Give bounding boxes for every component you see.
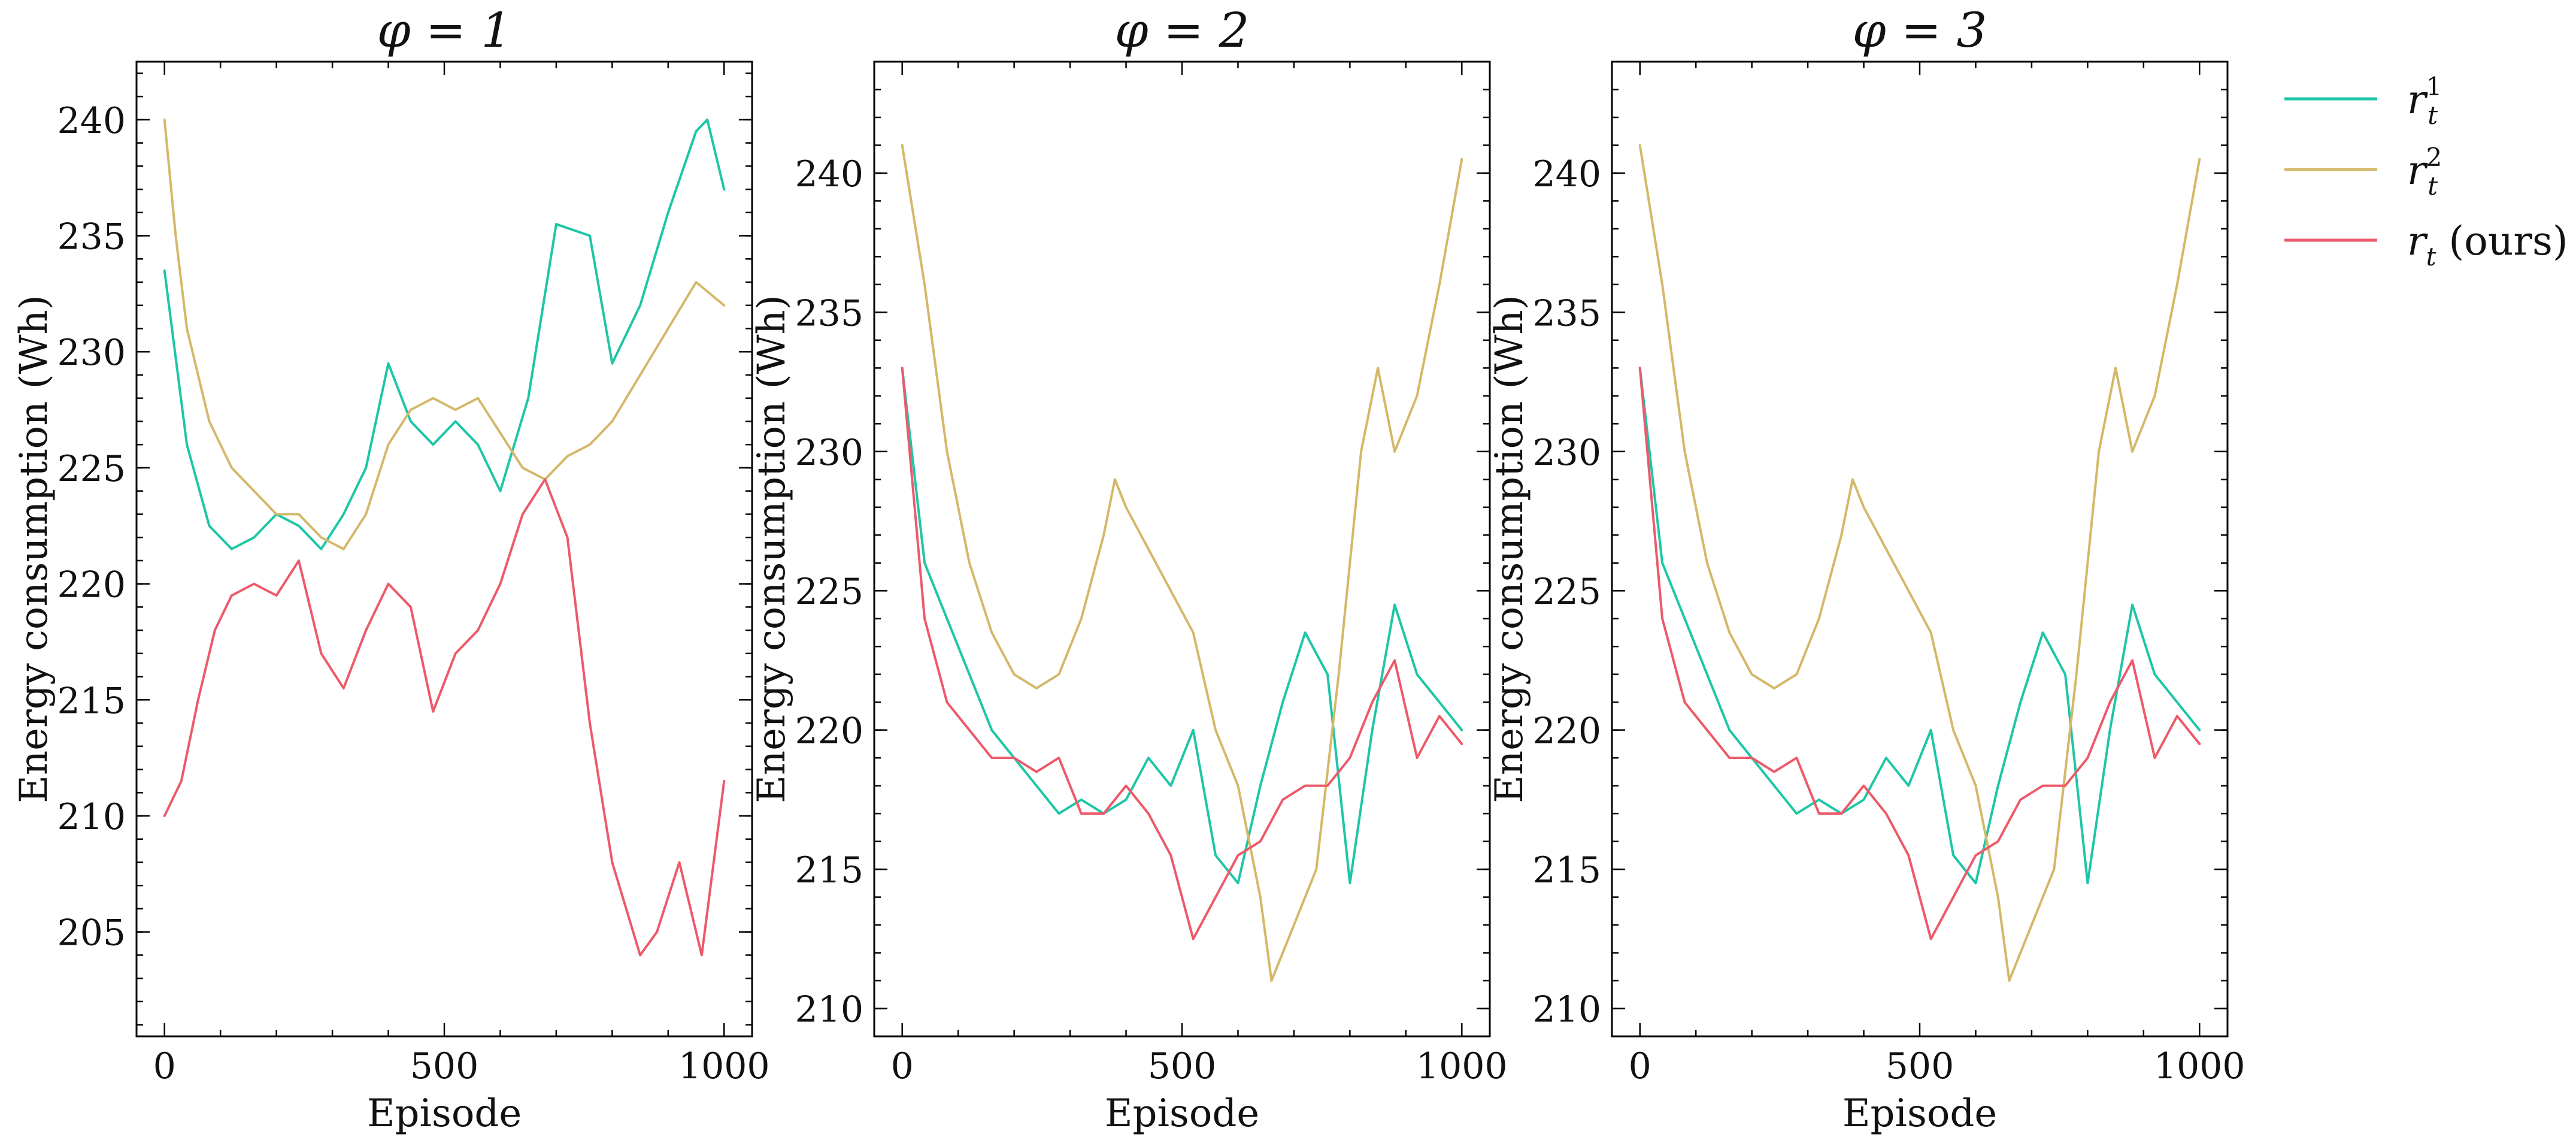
y-tick-label: 225 xyxy=(57,448,126,490)
series-line-2 xyxy=(901,144,1463,982)
y-tick-label: 210 xyxy=(795,989,863,1031)
y-tick-label: 215 xyxy=(795,849,863,891)
x-tick-label: 500 xyxy=(1886,1045,1954,1087)
y-tick-label: 235 xyxy=(1532,292,1601,334)
y-tick-label: 210 xyxy=(1532,989,1601,1031)
plot-frame xyxy=(135,61,753,1038)
y-tick-label: 240 xyxy=(57,100,126,142)
y-tick-label: 215 xyxy=(1532,849,1601,891)
x-axis-label: Episode xyxy=(1105,1091,1259,1136)
legend: r1 t r2 t rt (ours) xyxy=(2284,72,2568,271)
y-tick-label: 240 xyxy=(795,153,863,195)
chart-panel-3: 210 215 220 225 230 235 240 0 500 1000 φ = 3 Episod… xyxy=(1487,2,2245,1136)
x-tick-label: 1000 xyxy=(1416,1045,1508,1087)
y-axis-label: Energy consumption (Wh) xyxy=(750,295,794,803)
y-axis-label: Energy consumption (Wh) xyxy=(12,295,56,803)
y-tick-label: 215 xyxy=(57,680,126,722)
y-tick-label: 230 xyxy=(795,432,863,474)
legend-label-2: r2 t xyxy=(2407,143,2442,201)
legend-label-3: rt (ours) xyxy=(2407,218,2568,271)
x-tick-label: 1000 xyxy=(678,1045,770,1087)
series-line-2 xyxy=(163,118,726,551)
legend-label-1: r1 t xyxy=(2407,72,2442,130)
series-line-1 xyxy=(163,118,726,551)
y-tick-label: 230 xyxy=(1532,432,1601,474)
y-tick-label: 225 xyxy=(1532,571,1601,613)
x-tick-label: 1000 xyxy=(2154,1045,2245,1087)
series-line-3 xyxy=(163,478,726,957)
x-tick-label: 0 xyxy=(153,1045,176,1087)
chart-title: φ = 1 xyxy=(377,2,512,58)
x-tick-label: 0 xyxy=(891,1045,914,1087)
y-tick-label: 240 xyxy=(1532,153,1601,195)
y-axis-label: Energy consumption (Wh) xyxy=(1487,295,1532,803)
x-tick-label: 500 xyxy=(1148,1045,1217,1087)
y-tick-label: 220 xyxy=(1532,710,1601,752)
y-tick-label: 225 xyxy=(795,571,863,613)
chart-title: φ = 3 xyxy=(1853,2,1987,58)
series-line-2 xyxy=(1638,144,2201,982)
series-line-1 xyxy=(1638,367,2201,885)
chart-panel-1: 205 210 215 220 225 230 235 240 0 500 1000 φ = 1 Epi… xyxy=(12,2,770,1136)
x-axis-label: Episode xyxy=(367,1091,522,1136)
y-tick-label: 235 xyxy=(57,216,126,258)
series-line-1 xyxy=(901,367,1463,885)
chart-title: φ = 2 xyxy=(1115,2,1250,58)
x-axis-label: Episode xyxy=(1842,1091,1997,1136)
y-tick-label: 220 xyxy=(57,564,126,606)
x-tick-label: 0 xyxy=(1629,1045,1651,1087)
y-tick-label: 220 xyxy=(795,710,863,752)
y-tick-label: 205 xyxy=(57,912,126,954)
y-tick-label: 210 xyxy=(57,796,126,838)
chart-panel-2: 210 215 220 225 230 235 240 0 500 1000 φ = 2 Episod… xyxy=(750,2,1508,1136)
series-line-3 xyxy=(1638,367,2201,941)
series-line-3 xyxy=(901,367,1463,941)
x-tick-label: 500 xyxy=(410,1045,479,1087)
y-tick-label: 235 xyxy=(795,292,863,334)
y-tick-label: 230 xyxy=(57,332,126,374)
